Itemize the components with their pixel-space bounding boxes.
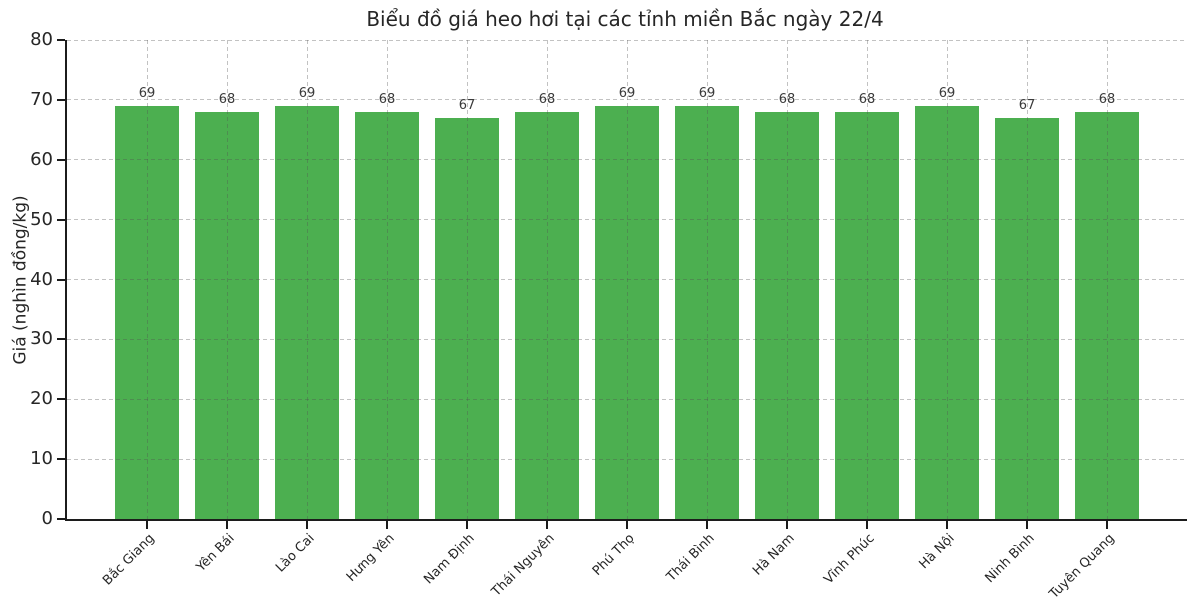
bar xyxy=(515,111,579,519)
x-tick-mark xyxy=(306,521,308,529)
bar xyxy=(195,111,259,519)
y-tick-label: 40 xyxy=(30,268,53,290)
x-tick-label: Hà Nội xyxy=(916,531,958,573)
bar xyxy=(355,111,419,519)
plot-area: 69 Bắc Giang 68 Yên Bái 69 Lào Cai 68 Hưng Yên 6… xyxy=(30,30,1187,600)
bar-value-label: 68 xyxy=(1098,91,1116,107)
y-tick-mark xyxy=(57,158,65,161)
x-tick-mark xyxy=(626,521,628,529)
y-tick-mark xyxy=(57,338,65,341)
bar-value-label: 67 xyxy=(458,97,476,113)
bar xyxy=(435,117,499,519)
x-tick-label: Vĩnh Phúc xyxy=(821,531,878,588)
bar-value-label: 69 xyxy=(138,85,156,101)
y-tick-label: 30 xyxy=(30,328,53,350)
bar-value-label: 67 xyxy=(1018,97,1036,113)
gridline-horizontal xyxy=(67,39,1187,41)
bar xyxy=(835,111,899,519)
y-tick-label: 20 xyxy=(30,388,53,410)
bar xyxy=(1075,111,1139,519)
x-tick-label: Ninh Bình xyxy=(982,531,1038,587)
x-tick-label: Nam Định xyxy=(421,531,478,588)
bar xyxy=(915,105,979,519)
x-tick-mark xyxy=(386,521,388,529)
bar xyxy=(675,105,739,519)
x-tick-label: Hà Nam xyxy=(750,531,798,579)
bar-value-label: 69 xyxy=(298,85,316,101)
bar-value-label: 68 xyxy=(778,91,796,107)
y-tick-label: 10 xyxy=(30,448,53,470)
x-tick-label: Yên Bái xyxy=(193,531,238,575)
bar-value-label: 69 xyxy=(698,85,716,101)
bar-value-label: 68 xyxy=(378,91,396,107)
y-tick-mark xyxy=(57,518,65,520)
x-tick-mark xyxy=(866,521,868,529)
y-tick-mark xyxy=(57,398,65,401)
y-tick-mark xyxy=(57,278,65,281)
bar-value-label: 68 xyxy=(538,91,556,107)
x-tick-mark xyxy=(466,521,468,529)
bar-value-label: 69 xyxy=(618,85,636,101)
x-tick-label: Phú Thọ xyxy=(589,531,638,579)
x-tick-mark xyxy=(226,521,228,529)
bar xyxy=(115,105,179,519)
y-tick-label: 60 xyxy=(30,148,53,170)
x-tick-mark xyxy=(1026,521,1028,529)
bar-value-label: 68 xyxy=(218,91,236,107)
bar-value-label: 68 xyxy=(858,91,876,107)
x-tick-label: Tuyên Quang xyxy=(1046,531,1118,600)
y-tick-mark xyxy=(57,98,65,101)
bar xyxy=(595,105,659,519)
x-tick-mark xyxy=(146,521,148,529)
y-axis-title: Giá (nghìn đồng/kg) xyxy=(11,194,32,365)
y-tick-label: 70 xyxy=(30,88,53,110)
x-tick-mark xyxy=(946,521,948,529)
x-tick-mark xyxy=(1106,521,1108,529)
y-tick-label: 0 xyxy=(41,508,53,529)
x-tick-label: Thái Nguyên xyxy=(488,531,558,600)
y-tick-label: 80 xyxy=(30,29,53,50)
x-tick-label: Lào Cai xyxy=(273,531,318,576)
bar-value-label: 69 xyxy=(938,85,956,101)
bar xyxy=(755,111,819,519)
y-tick-mark xyxy=(57,39,65,41)
x-tick-label: Bắc Giang xyxy=(100,531,158,589)
y-tick-label: 50 xyxy=(30,208,53,230)
x-tick-mark xyxy=(706,521,708,529)
x-tick-label: Hưng Yên xyxy=(343,531,398,585)
y-tick-mark xyxy=(57,218,65,221)
y-tick-mark xyxy=(57,458,65,461)
x-tick-mark xyxy=(786,521,788,529)
x-tick-mark xyxy=(546,521,548,529)
bar xyxy=(995,117,1059,519)
chart-title: Biểu đồ giá heo hơi tại các tỉnh miền Bắ… xyxy=(366,7,884,31)
x-tick-label: Thái Bình xyxy=(663,531,718,585)
bar xyxy=(275,105,339,519)
